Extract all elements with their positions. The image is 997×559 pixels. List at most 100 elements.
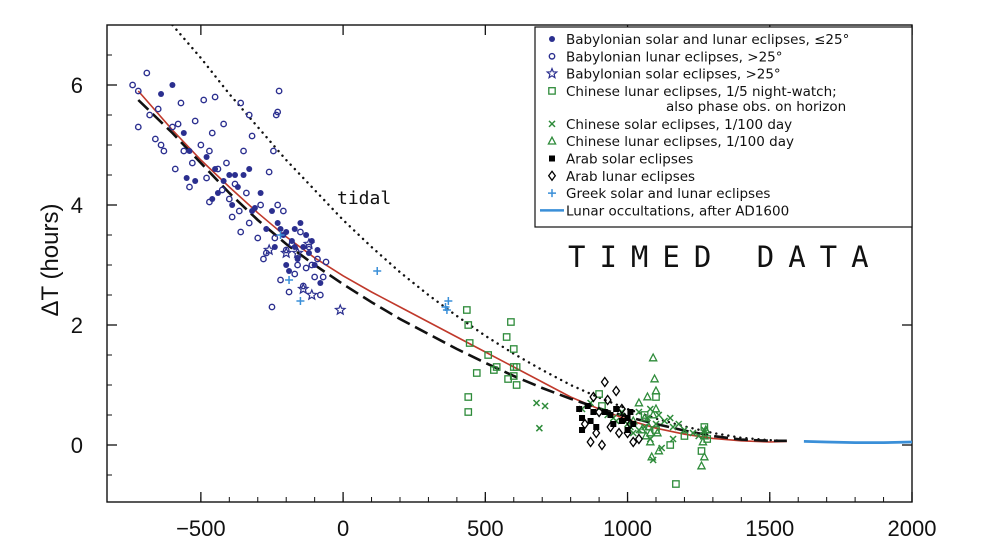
data-point xyxy=(697,447,706,455)
data-point xyxy=(188,159,196,167)
data-point xyxy=(541,402,549,410)
x-tick-label: 500 xyxy=(467,516,504,541)
data-point xyxy=(649,373,660,383)
data-point xyxy=(297,228,304,236)
data-point xyxy=(180,147,188,155)
series-chinese-lunar-eclipses-1-100-day xyxy=(628,352,711,470)
data-point xyxy=(675,420,683,428)
curve-parabola xyxy=(137,99,787,443)
data-point xyxy=(274,220,281,226)
data-point xyxy=(660,417,669,425)
legend-entry-chinese-solar-eclipses-1-100-day: Chinese solar eclipses, 1/100 day xyxy=(548,117,792,133)
data-point xyxy=(699,451,710,461)
legend-label: Lunar occultations, after AD1600 xyxy=(566,203,789,219)
data-point xyxy=(286,268,293,274)
data-point xyxy=(235,207,243,215)
data-point xyxy=(254,234,262,242)
data-point xyxy=(584,403,591,409)
legend-label: Babylonian solar and lunar eclipses, ≤25… xyxy=(566,32,849,48)
data-point xyxy=(303,232,310,238)
data-point xyxy=(246,166,253,172)
data-point xyxy=(689,429,697,437)
data-point xyxy=(305,288,319,301)
data-point xyxy=(203,174,210,182)
legend-entry-greek-solar-and-lunar-eclipses: Greek solar and lunar eclipses xyxy=(548,186,770,202)
data-point xyxy=(240,147,247,155)
y-axis-title: ΔT (hours) xyxy=(37,204,64,317)
data-point xyxy=(268,208,275,214)
data-point xyxy=(509,372,518,380)
data-point xyxy=(592,427,601,439)
data-point xyxy=(208,129,216,137)
data-point xyxy=(589,391,598,403)
series-chinese-lunar-eclipses-1-5-night-watch-also-phase-obs-on-horizon xyxy=(462,306,712,488)
legend-entry-babylonian-solar-eclipses-25: Babylonian solar eclipses, >25° xyxy=(545,66,781,83)
data-point xyxy=(535,424,543,432)
data-point xyxy=(220,120,228,128)
data-point xyxy=(590,409,597,415)
legend-marker xyxy=(548,120,556,128)
data-point xyxy=(248,132,256,140)
annotation-tidal: tidal xyxy=(337,188,391,209)
legend-marker xyxy=(549,155,555,162)
legend-label: Chinese lunar eclipses, 1/5 night-watch;… xyxy=(566,84,846,115)
data-point xyxy=(302,237,316,250)
data-point xyxy=(319,273,327,281)
data-point xyxy=(644,421,654,431)
data-point xyxy=(666,414,674,422)
data-point xyxy=(276,231,285,239)
data-point xyxy=(610,421,617,427)
data-point xyxy=(294,256,301,262)
legend-marker xyxy=(545,66,559,79)
data-point xyxy=(277,276,284,284)
data-point xyxy=(226,172,233,178)
data-point xyxy=(279,207,287,215)
x-tick-label: −500 xyxy=(176,516,226,541)
data-point xyxy=(617,403,626,415)
data-point xyxy=(206,147,213,155)
data-point xyxy=(268,303,276,311)
data-point xyxy=(262,243,276,256)
data-point xyxy=(174,120,182,128)
data-point xyxy=(658,444,666,452)
data-point xyxy=(245,111,253,119)
lunar-occultations-line xyxy=(803,440,912,444)
legend-entry-arab-solar-eclipses: Arab solar eclipses xyxy=(549,152,693,168)
legend-label: Arab lunar eclipses xyxy=(566,169,695,185)
data-point xyxy=(626,418,635,430)
data-point xyxy=(237,99,245,107)
data-point xyxy=(158,91,165,97)
legend-marker xyxy=(549,36,555,42)
data-point xyxy=(462,306,471,314)
data-point xyxy=(257,201,265,209)
data-point xyxy=(652,420,660,428)
data-point xyxy=(228,213,236,221)
data-point xyxy=(629,429,637,437)
data-point xyxy=(242,189,250,197)
data-point xyxy=(579,427,586,433)
data-point xyxy=(231,180,239,188)
data-point xyxy=(601,409,608,415)
data-point xyxy=(283,262,290,268)
data-point xyxy=(672,480,680,488)
data-point xyxy=(218,186,226,194)
data-point xyxy=(629,436,638,448)
data-point xyxy=(200,96,208,104)
data-point xyxy=(260,255,267,263)
data-point xyxy=(274,201,282,209)
legend-entry-babylonian-solar-and-lunar-eclipses-25: Babylonian solar and lunar eclipses, ≤25… xyxy=(549,32,849,48)
data-point xyxy=(143,69,151,77)
data-point xyxy=(277,226,284,232)
data-point xyxy=(652,427,663,437)
data-point xyxy=(600,376,609,388)
annotation-timed-data: TIMED DATA xyxy=(568,240,883,274)
data-point xyxy=(532,399,541,407)
data-point xyxy=(169,123,176,131)
data-point xyxy=(442,306,451,314)
data-point xyxy=(639,412,650,422)
data-point xyxy=(223,159,230,167)
legend-marker xyxy=(548,52,556,60)
data-point xyxy=(206,198,213,206)
data-point xyxy=(666,441,675,449)
